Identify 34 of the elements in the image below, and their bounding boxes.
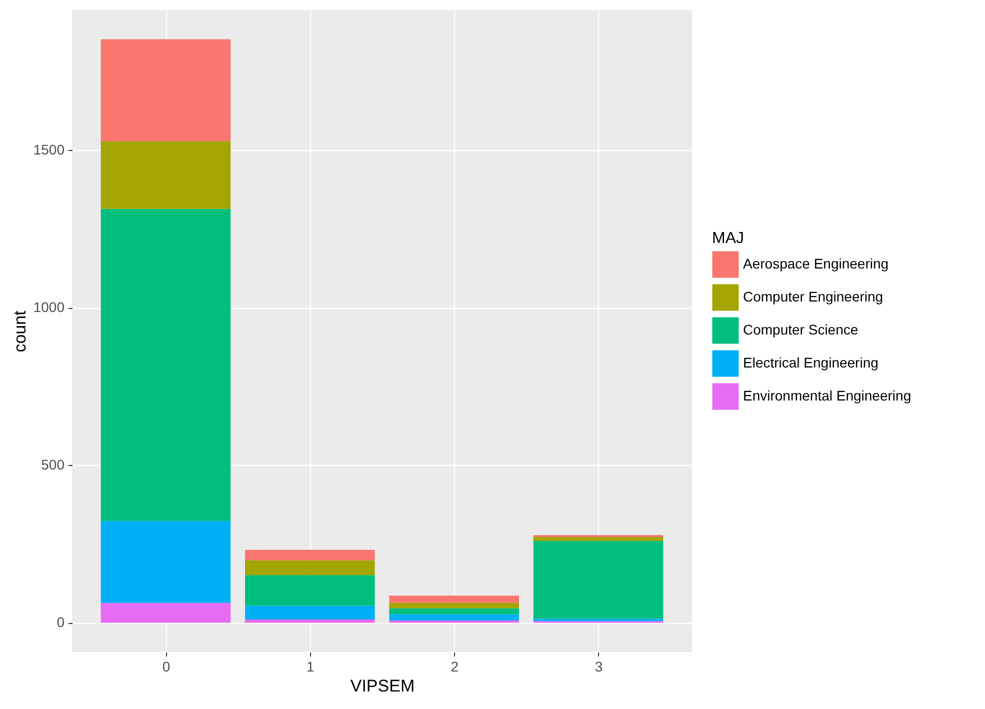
bar	[533, 541, 664, 619]
legend-label: Computer Engineering	[743, 288, 884, 304]
bar	[389, 602, 519, 608]
y-axis-title: count	[10, 310, 30, 352]
bar	[389, 608, 519, 614]
bar	[245, 620, 375, 623]
y-tick-label: 500	[41, 456, 65, 473]
bar	[100, 39, 231, 142]
bar	[245, 606, 375, 620]
y-tick-label: 1000	[33, 299, 65, 316]
legend-label: Environmental Engineering	[743, 388, 912, 404]
bar	[100, 141, 231, 209]
legend-title: MAJ	[712, 230, 744, 247]
legend-label: Computer Science	[743, 322, 858, 338]
y-tick-label: 0	[56, 614, 65, 630]
y-tick-label: 1500	[33, 141, 65, 158]
x-axis-title: VIPSEM	[350, 676, 415, 696]
x-tick-label: 1	[306, 658, 315, 674]
bar	[389, 620, 519, 623]
bar	[100, 520, 231, 603]
bar	[100, 602, 231, 623]
bar	[245, 550, 375, 560]
x-tick-label: 0	[162, 658, 170, 674]
x-tick-label: 2	[450, 658, 459, 674]
bar	[245, 560, 375, 576]
bar	[389, 614, 519, 620]
bar	[389, 596, 519, 603]
bar	[533, 618, 664, 622]
x-tick-label: 3	[594, 658, 603, 674]
legend-label: Electrical Engineering	[743, 354, 878, 370]
bar	[533, 536, 664, 542]
bar	[245, 575, 375, 606]
bar	[100, 208, 231, 521]
legend-label: Aerospace Engineering	[743, 256, 889, 272]
